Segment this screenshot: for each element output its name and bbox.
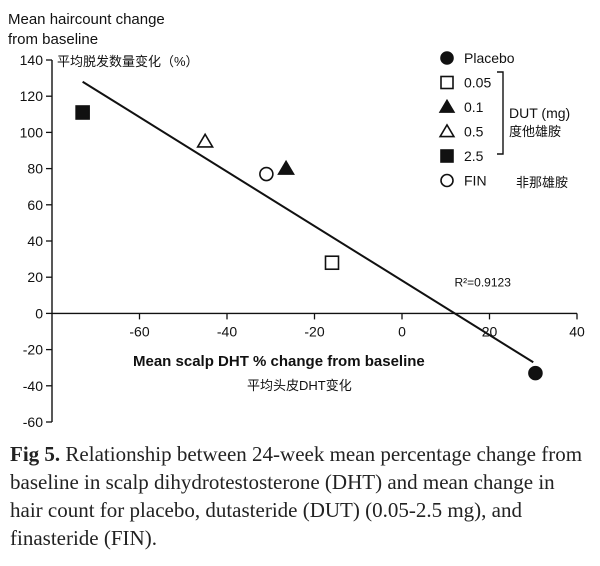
y-tick-label: 140 bbox=[20, 52, 44, 68]
legend-label: 2.5 bbox=[464, 148, 484, 164]
figure-caption: Fig 5. Relationship between 24-week mean… bbox=[10, 440, 590, 552]
y-tick-label: 80 bbox=[27, 161, 43, 177]
x-tick-label: -60 bbox=[129, 323, 149, 339]
data-point-0-05 bbox=[324, 255, 340, 271]
legend: Placebo 0.05 0.1 0.5 2.5 FIN DUT (mg) 度他雄胺 非那… bbox=[438, 50, 570, 190]
y-tick-label: 100 bbox=[20, 124, 44, 140]
x-tick-label: 20 bbox=[482, 323, 498, 339]
x-tick-label: 40 bbox=[569, 323, 585, 339]
x-tick-label: 0 bbox=[398, 323, 406, 339]
legend-marker-0-05 bbox=[440, 75, 454, 90]
y-tick-label: 0 bbox=[35, 305, 43, 321]
chart-title-line1: Mean haircount change bbox=[8, 11, 165, 28]
data-point-0-1 bbox=[277, 159, 295, 175]
y-tick-label: 120 bbox=[20, 88, 44, 104]
caption-text: Relationship between 24-week mean percen… bbox=[10, 442, 583, 550]
y-tick-label: -60 bbox=[23, 414, 43, 430]
legend-marker-2-5 bbox=[440, 149, 454, 163]
legend-marker-0-1 bbox=[438, 98, 456, 113]
y-tick-label: -20 bbox=[23, 342, 43, 358]
chart-title-line2: from baseline bbox=[8, 31, 98, 48]
data-point-fin bbox=[259, 166, 274, 182]
y-tick-label: -40 bbox=[23, 378, 43, 394]
legend-label: Placebo bbox=[464, 50, 515, 66]
legend-group-label: DUT (mg) bbox=[509, 105, 570, 121]
legend-label: 0.1 bbox=[464, 99, 484, 115]
x-axis-label: Mean scalp DHT % change from baseline bbox=[133, 353, 425, 370]
legend-marker-0-5 bbox=[438, 123, 456, 138]
legend-group-label-cn: 度他雄胺 bbox=[509, 124, 561, 139]
data-point-2-5 bbox=[75, 105, 90, 120]
legend-marker-placebo bbox=[440, 51, 454, 65]
y-tick-label: 60 bbox=[27, 197, 43, 213]
legend-label: FIN bbox=[464, 173, 487, 189]
legend-label: 0.05 bbox=[464, 75, 491, 91]
y-axis-label-cn: 平均脱发数量变化（%） bbox=[57, 54, 199, 69]
regression-line bbox=[82, 80, 534, 364]
regression-group bbox=[82, 80, 534, 364]
caption-label: Fig 5. bbox=[10, 442, 61, 466]
r-squared-label: R²=0.9123 bbox=[455, 275, 512, 289]
legend-label: 0.5 bbox=[464, 124, 484, 140]
legend-fin-label-cn: 非那雄胺 bbox=[516, 175, 568, 190]
legend-marker-fin bbox=[440, 173, 454, 188]
y-tick-label: 20 bbox=[27, 269, 43, 285]
ticks-group: 140 120 100 80 60 40 20 0 -20 -40 -60 -60 -40 -20 0 20 4… bbox=[20, 52, 585, 430]
points-group bbox=[75, 105, 543, 381]
x-axis-label-cn: 平均头皮DHT变化 bbox=[247, 378, 352, 393]
data-point-placebo bbox=[528, 365, 543, 381]
legend-bracket bbox=[497, 71, 504, 155]
chart-figure: Mean haircount change from baseline 平均脱发… bbox=[8, 11, 585, 430]
y-tick-label: 40 bbox=[27, 233, 43, 249]
x-tick-label: -20 bbox=[304, 323, 324, 339]
data-point-0-5 bbox=[196, 132, 215, 148]
x-tick-label: -40 bbox=[217, 323, 237, 339]
